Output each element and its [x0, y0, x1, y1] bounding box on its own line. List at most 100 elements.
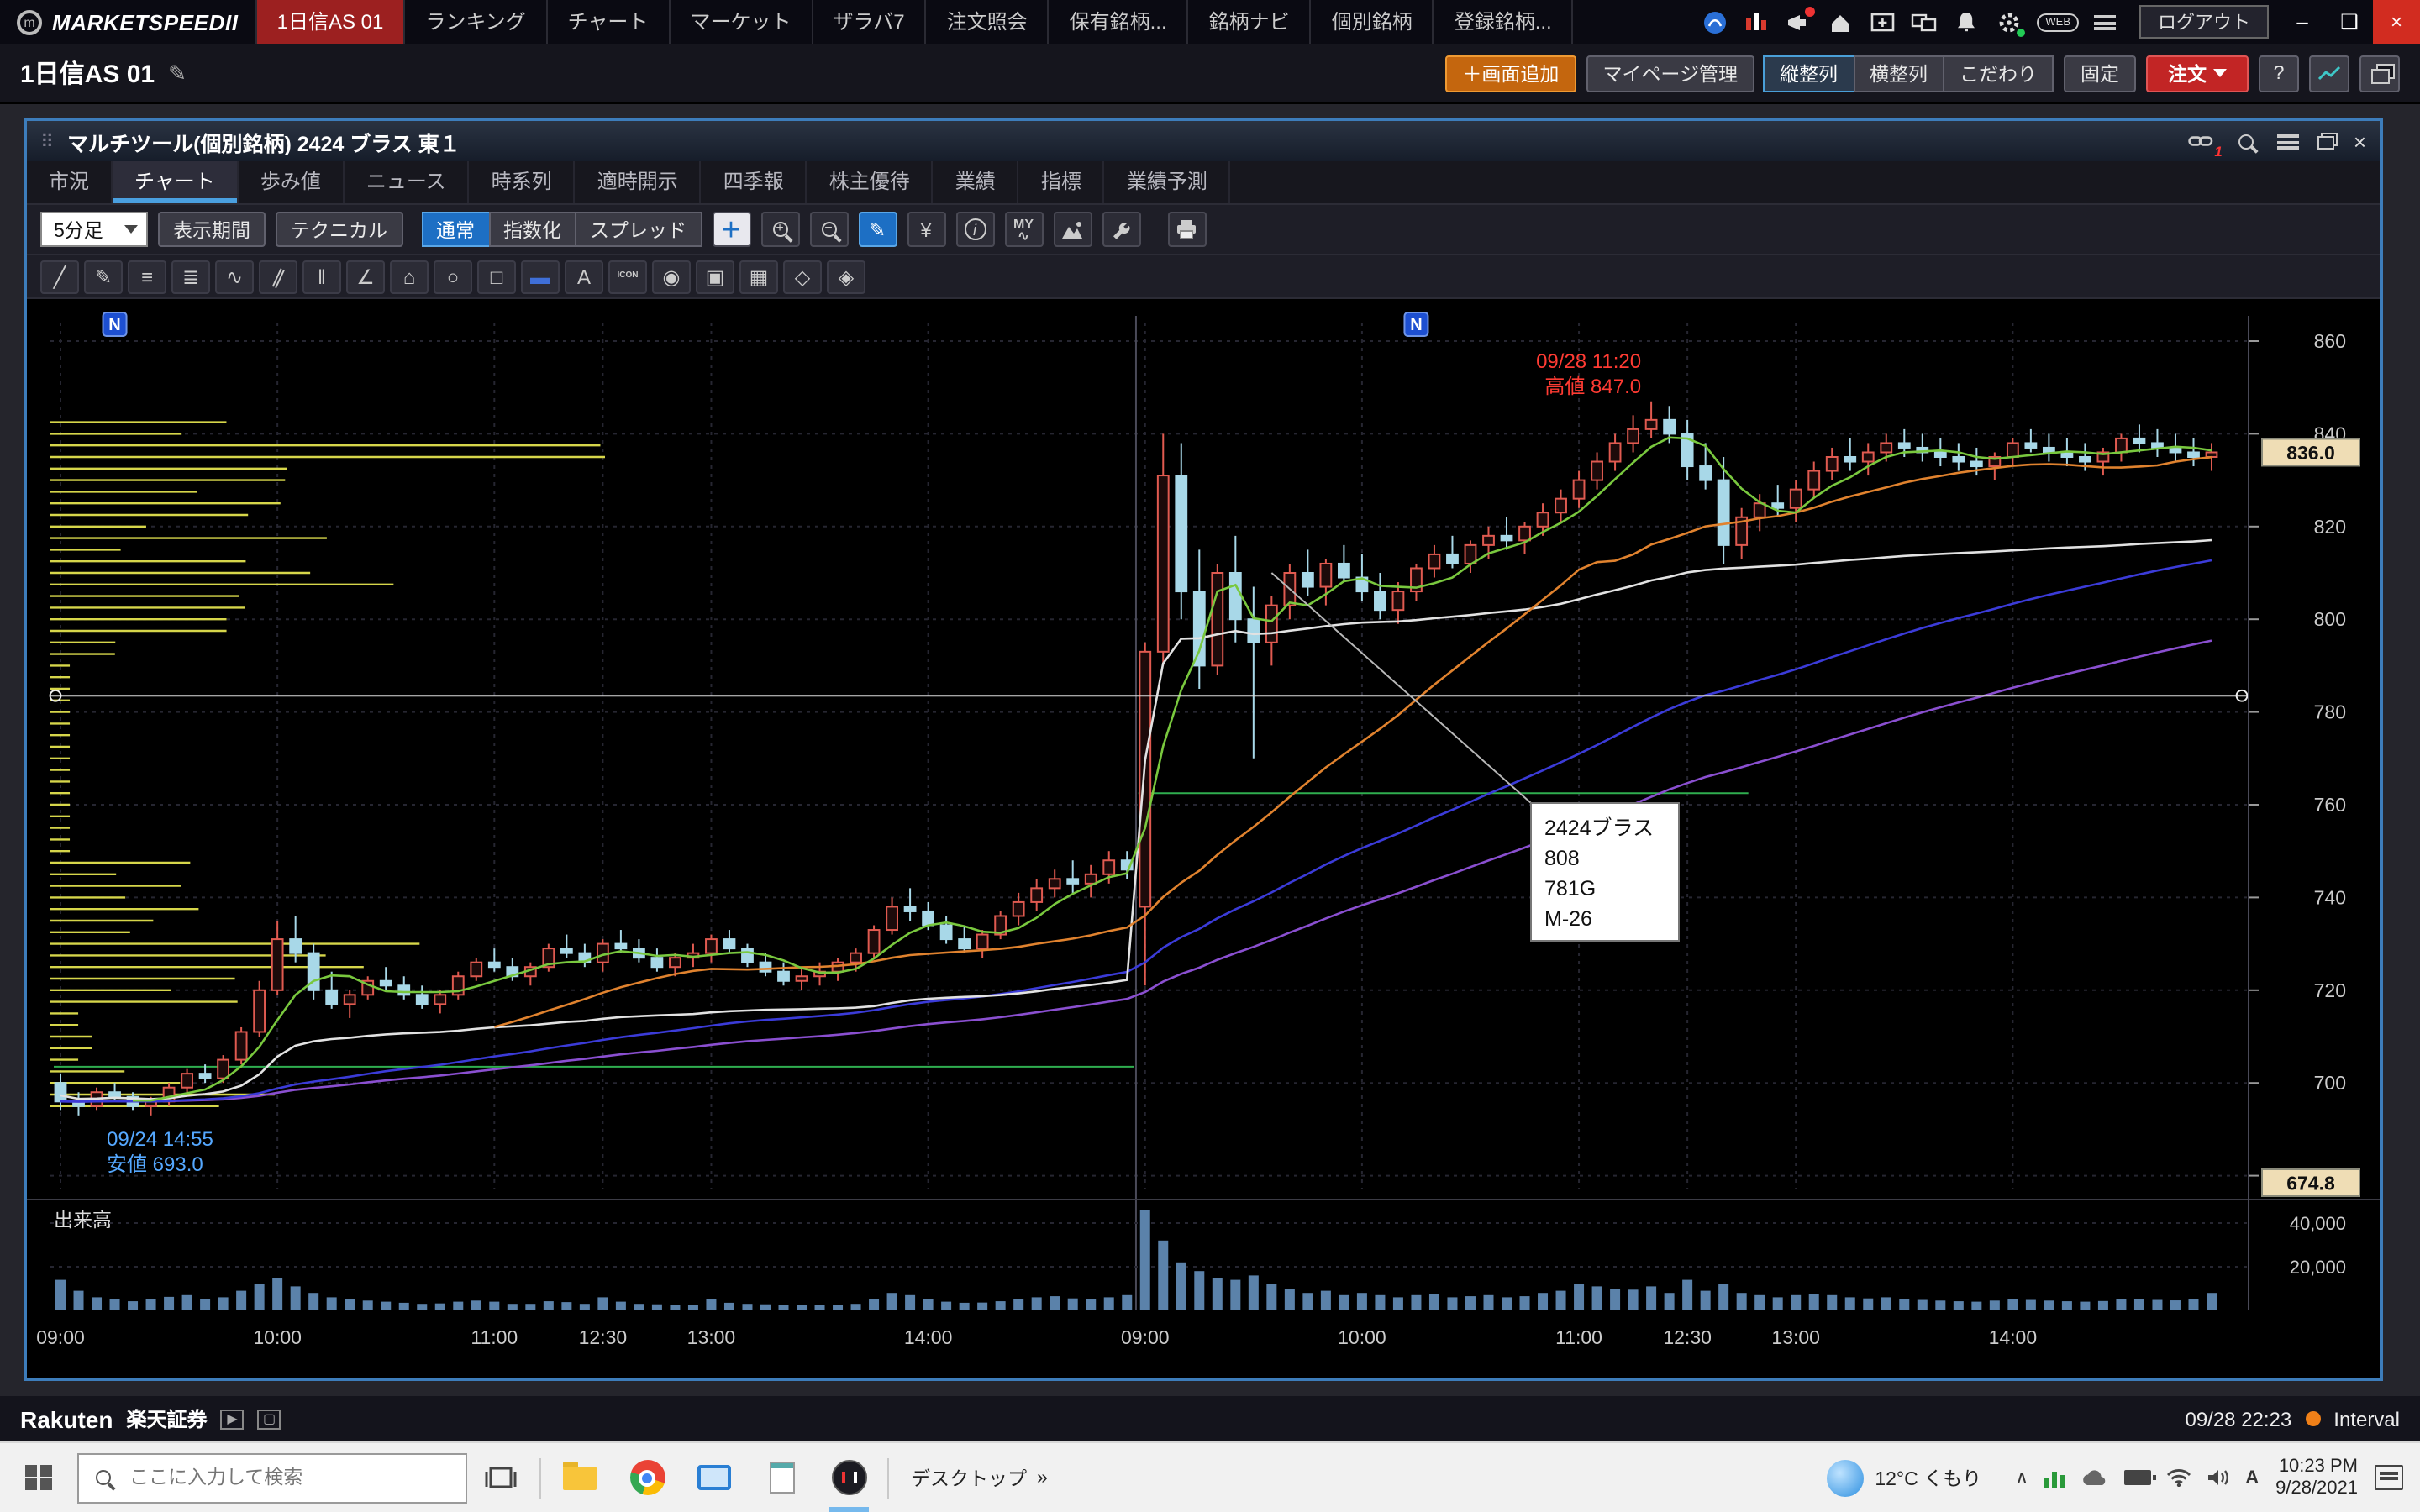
order-button[interactable]: 注文	[2146, 55, 2249, 92]
home-icon[interactable]	[1827, 9, 1854, 34]
draw-tool[interactable]: ╱	[40, 260, 79, 293]
zoom-out-button[interactable]: −	[809, 212, 848, 247]
display-period-button[interactable]: 表示期間	[158, 212, 266, 247]
start-button[interactable]	[0, 1443, 77, 1512]
print-button[interactable]	[1167, 212, 1206, 247]
news-alert-icon[interactable]	[1785, 6, 1816, 34]
tray-chart-icon[interactable]	[2044, 1467, 2066, 1488]
draw-tool[interactable]: ∥	[259, 260, 297, 293]
draw-tool[interactable]: A	[565, 260, 603, 293]
settings-wrench-button[interactable]	[1102, 212, 1140, 247]
window-tab[interactable]: 四季報	[702, 161, 808, 203]
price-chart[interactable]: 2424ブラス 808 781G M-26 出来高 40,000 20,000 09:00 10…	[27, 299, 2380, 1378]
topbar-tab[interactable]: チャート	[545, 0, 669, 44]
pin-button[interactable]: 固定	[2064, 55, 2136, 92]
draw-tool[interactable]: ≣	[171, 260, 210, 293]
tray-expand-icon[interactable]: ∧	[2015, 1468, 2029, 1488]
draw-tool[interactable]: ∿	[215, 260, 254, 293]
window-tab[interactable]: ニュース	[345, 161, 470, 203]
topbar-tab[interactable]: ザラバ7	[811, 0, 924, 44]
speaker-icon[interactable]	[2207, 1468, 2230, 1487]
draw-tool[interactable]: ICON	[608, 260, 647, 293]
onedrive-cloud-icon[interactable]	[2081, 1468, 2109, 1487]
window-tab[interactable]: 時系列	[470, 161, 576, 203]
topbar-tab[interactable]: 注文照会	[924, 0, 1048, 44]
settings-gear-icon[interactable]	[1995, 9, 2026, 36]
topbar-tab[interactable]: 1日信AS 01	[255, 0, 404, 44]
weather-widget[interactable]: 12°C くもり	[1809, 1459, 1998, 1496]
window-menu-icon[interactable]	[2277, 134, 2300, 149]
draw-mode-button[interactable]: ✎	[858, 212, 897, 247]
window-tab[interactable]: 株主優待	[808, 161, 934, 203]
chart-shortcut-button[interactable]	[2309, 55, 2349, 92]
align-button[interactable]: こだわり	[1943, 55, 2054, 92]
search-input[interactable]	[79, 1454, 466, 1501]
help-button[interactable]: ?	[2259, 55, 2299, 92]
file-explorer-icon[interactable]	[546, 1443, 613, 1512]
align-button[interactable]: 縦整列	[1763, 55, 1854, 92]
draw-tool[interactable]: ✎	[84, 260, 123, 293]
edit-workspace-icon[interactable]: ✎	[168, 60, 187, 85]
window-titlebar[interactable]: ⠿ マルチツール(個別銘柄) 2424 ブラス 東１ 1 ×	[27, 121, 2380, 161]
draw-tool[interactable]: ◈	[827, 260, 865, 293]
task-view-button[interactable]	[467, 1443, 534, 1512]
taskbar-search[interactable]	[77, 1452, 467, 1503]
interval-select[interactable]: 5分足	[40, 212, 148, 247]
window-tab[interactable]: 市況	[27, 161, 113, 203]
draw-tool[interactable]: ◇	[783, 260, 822, 293]
multi-display-icon[interactable]	[1911, 9, 1938, 34]
topbar-tab[interactable]: ランキング	[403, 0, 545, 44]
mypage-manage-button[interactable]: マイページ管理	[1586, 55, 1754, 92]
window-tab[interactable]: 業績予測	[1105, 161, 1231, 203]
web-icon[interactable]: WEB	[2037, 13, 2079, 31]
window-close-icon[interactable]: ×	[2353, 129, 2366, 154]
topbar-tab[interactable]: 登録銘柄...	[1432, 0, 1574, 44]
zoom-in-button[interactable]: +	[760, 212, 799, 247]
info-button[interactable]: i	[955, 212, 994, 247]
draw-tool[interactable]: ◉	[652, 260, 691, 293]
window-tab[interactable]: 歩み値	[239, 161, 345, 203]
maximize-button[interactable]: ❑	[2340, 10, 2359, 34]
draw-tool[interactable]: ▬	[521, 260, 560, 293]
search-icon[interactable]	[2233, 129, 2260, 154]
taskbar-clock[interactable]: 10:23 PM 9/28/2021	[2275, 1456, 2358, 1498]
drag-grip-icon[interactable]: ⠿	[40, 132, 55, 152]
chart-mode-button[interactable]: 通常	[421, 212, 490, 247]
currency-button[interactable]: ¥	[907, 212, 945, 247]
logout-button[interactable]: ログアウト	[2139, 5, 2269, 39]
menu-icon[interactable]	[2094, 14, 2116, 29]
topbar-tab[interactable]: 保有銘柄...	[1047, 0, 1187, 44]
restore-icon[interactable]	[2317, 136, 2335, 150]
candle-chart-icon[interactable]	[1743, 9, 1770, 34]
battery-icon[interactable]	[2124, 1470, 2156, 1485]
topbar-tab[interactable]: 個別銘柄	[1309, 0, 1433, 44]
app-icon[interactable]	[1701, 9, 1728, 34]
chart-mode-button[interactable]: 指数化	[488, 212, 576, 247]
remote-desktop-icon[interactable]	[681, 1443, 748, 1512]
align-button[interactable]: 横整列	[1853, 55, 1944, 92]
window-tab[interactable]: 業績	[934, 161, 1019, 203]
technical-button[interactable]: テクニカル	[276, 212, 402, 247]
add-screen-icon[interactable]	[1869, 9, 1896, 34]
my-settings-button[interactable]: MY ∿	[1004, 212, 1043, 247]
bell-icon[interactable]	[1953, 9, 1980, 34]
action-center-icon[interactable]	[2375, 1465, 2403, 1490]
layout-button[interactable]	[2360, 55, 2400, 92]
window-tab[interactable]: チャート	[113, 161, 239, 203]
crosshair-button[interactable]: ＋	[712, 212, 750, 247]
notepad-icon[interactable]	[748, 1443, 815, 1512]
chart-style-button[interactable]	[1053, 212, 1092, 247]
draw-tool[interactable]: ∠	[346, 260, 385, 293]
draw-tool[interactable]: ‖	[302, 260, 341, 293]
add-screen-button[interactable]: ＋画面追加	[1445, 55, 1576, 92]
window-tab[interactable]: 適時開示	[576, 161, 702, 203]
window-tab[interactable]: 指標	[1019, 161, 1105, 203]
link-icon[interactable]: 1	[2187, 129, 2223, 159]
close-button[interactable]: ×	[2373, 0, 2420, 44]
marketspeed-taskbar-icon[interactable]	[815, 1443, 882, 1512]
draw-tool[interactable]: ≡	[128, 260, 166, 293]
draw-tool[interactable]: ⌂	[390, 260, 429, 293]
topbar-tab[interactable]: マーケット	[668, 0, 811, 44]
draw-tool[interactable]: ▦	[739, 260, 778, 293]
desktop-toolbar[interactable]: デスクトップ»	[911, 1467, 1048, 1489]
